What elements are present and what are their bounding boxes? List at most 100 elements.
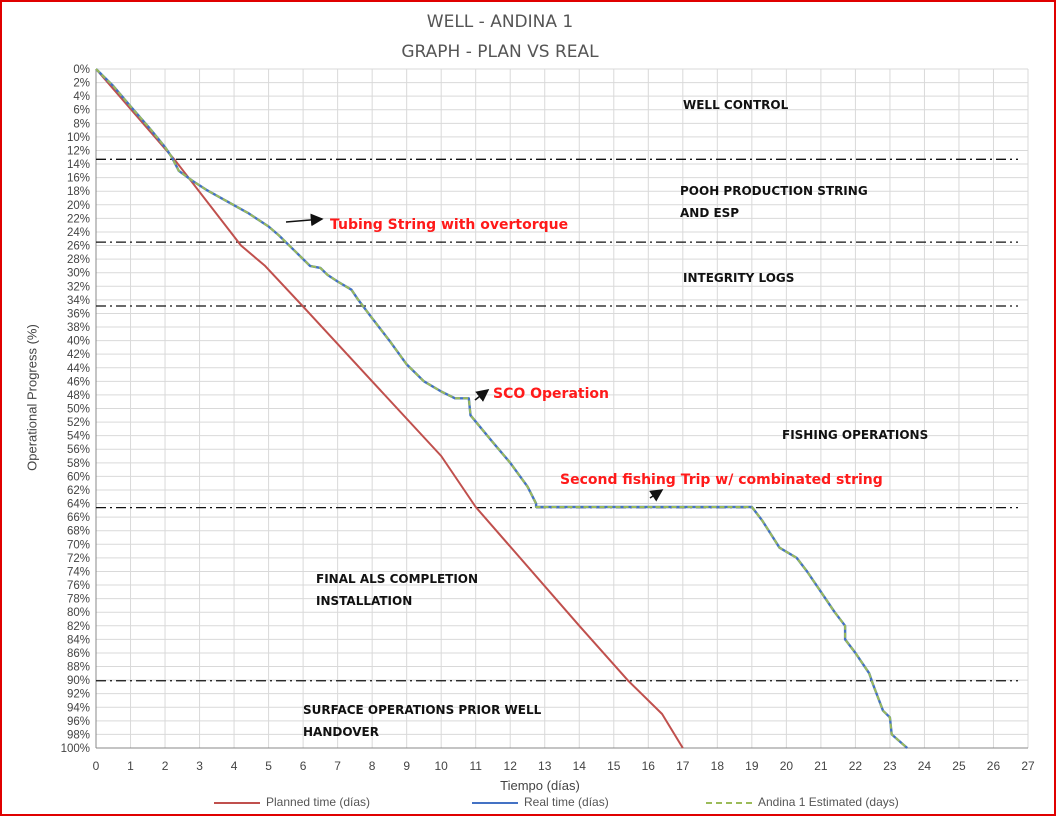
y-tick-label: 8% bbox=[73, 118, 90, 130]
y-tick-label: 38% bbox=[67, 322, 90, 334]
y-tick-label: 86% bbox=[67, 648, 90, 660]
y-tick-label: 0% bbox=[73, 64, 90, 76]
y-tick-label: 46% bbox=[67, 376, 90, 388]
legend-item-estimated: Andina 1 Estimated (days) bbox=[706, 795, 899, 809]
y-tick-label: 60% bbox=[67, 471, 90, 483]
zone-label-pooh: POOH PRODUCTION STRING AND ESP bbox=[680, 180, 868, 224]
y-tick-label: 14% bbox=[67, 159, 90, 171]
x-tick-label: 10 bbox=[435, 759, 449, 773]
y-tick-label: 42% bbox=[67, 349, 90, 361]
annotation-tubing-overtorque: Tubing String with overtorque bbox=[330, 217, 569, 233]
zone-label-line: INSTALLATION bbox=[316, 594, 413, 608]
y-tick-label: 34% bbox=[67, 295, 90, 307]
series-line-estimated bbox=[95, 68, 908, 749]
y-tick-label: 32% bbox=[67, 281, 90, 293]
y-tick-label: 64% bbox=[67, 499, 90, 511]
zone-label-line: HANDOVER bbox=[303, 725, 379, 739]
y-tick-label: 40% bbox=[67, 336, 90, 348]
x-tick-label: 12 bbox=[504, 759, 518, 773]
annotation-sco-operation: SCO Operation bbox=[493, 386, 609, 402]
legend-swatch-planned bbox=[214, 801, 260, 804]
x-tick-label: 9 bbox=[403, 759, 410, 773]
y-tick-label: 96% bbox=[67, 716, 90, 728]
y-tick-label: 24% bbox=[67, 227, 90, 239]
y-tick-label: 16% bbox=[67, 173, 90, 185]
y-tick-label: 4% bbox=[73, 91, 90, 103]
zone-label-line: AND ESP bbox=[680, 206, 740, 220]
y-tick-label: 28% bbox=[67, 254, 90, 266]
x-tick-label: 2 bbox=[162, 759, 169, 773]
y-tick-label: 30% bbox=[67, 268, 90, 280]
y-tick-label: 98% bbox=[67, 729, 90, 741]
legend-item-real: Real time (días) bbox=[472, 795, 609, 809]
x-tick-label: 22 bbox=[849, 759, 863, 773]
y-tick-label: 36% bbox=[67, 308, 90, 320]
legend-swatch-estimated bbox=[706, 801, 752, 804]
y-tick-label: 80% bbox=[67, 607, 90, 619]
zone-label-final-als: FINAL ALS COMPLETION INSTALLATION bbox=[316, 568, 478, 612]
x-tick-label: 16 bbox=[642, 759, 656, 773]
y-tick-label: 22% bbox=[67, 213, 90, 225]
x-tick-label: 6 bbox=[300, 759, 307, 773]
x-tick-label: 5 bbox=[265, 759, 272, 773]
legend-swatch-real bbox=[472, 801, 518, 804]
legend-label-planned: Planned time (días) bbox=[266, 795, 371, 809]
series-line-planned bbox=[95, 68, 684, 749]
y-tick-label: 48% bbox=[67, 390, 90, 402]
x-tick-label: 15 bbox=[607, 759, 621, 773]
y-tick-label: 74% bbox=[67, 566, 90, 578]
zone-label-surface-ops: SURFACE OPERATIONS PRIOR WELL HANDOVER bbox=[303, 699, 541, 743]
x-tick-label: 25 bbox=[952, 759, 966, 773]
y-tick-label: 54% bbox=[67, 431, 90, 443]
y-tick-label: 12% bbox=[67, 145, 90, 157]
y-tick-label: 52% bbox=[67, 417, 90, 429]
y-tick-label: 82% bbox=[67, 621, 90, 633]
x-tick-label: 19 bbox=[745, 759, 759, 773]
zone-label-well-control: WELL CONTROL bbox=[683, 94, 788, 116]
x-tick-label: 7 bbox=[334, 759, 341, 773]
y-tick-label: 90% bbox=[67, 675, 90, 687]
y-tick-label: 26% bbox=[67, 241, 90, 253]
x-tick-label: 26 bbox=[987, 759, 1001, 773]
y-tick-label: 72% bbox=[67, 553, 90, 565]
y-tick-label: 88% bbox=[67, 662, 90, 674]
y-tick-label: 58% bbox=[67, 458, 90, 470]
annotation-second-fishing-trip: Second fishing Trip w/ combinated string bbox=[560, 472, 883, 488]
annotation-arrow bbox=[285, 213, 324, 227]
x-tick-label: 23 bbox=[883, 759, 897, 773]
x-tick-label: 4 bbox=[231, 759, 238, 773]
x-tick-label: 17 bbox=[676, 759, 690, 773]
y-tick-label: 10% bbox=[67, 132, 90, 144]
zone-label-fishing: FISHING OPERATIONS bbox=[782, 424, 928, 446]
zone-label-line: WELL CONTROL bbox=[683, 98, 789, 112]
y-tick-label: 92% bbox=[67, 689, 90, 701]
y-tick-label: 50% bbox=[67, 404, 90, 416]
y-tick-label: 78% bbox=[67, 594, 90, 606]
x-tick-label: 20 bbox=[780, 759, 794, 773]
y-tick-label: 94% bbox=[67, 702, 90, 714]
chart-subtitle: GRAPH - PLAN VS REAL bbox=[401, 42, 599, 62]
y-tick-label: 62% bbox=[67, 485, 90, 497]
legend-label-real: Real time (días) bbox=[524, 795, 609, 809]
y-tick-label: 70% bbox=[67, 539, 90, 551]
y-tick-label: 44% bbox=[67, 363, 90, 375]
x-tick-label: 18 bbox=[711, 759, 725, 773]
x-axis-label: Tiempo (días) bbox=[500, 778, 580, 793]
y-tick-label: 2% bbox=[73, 78, 90, 90]
annotation-arrow bbox=[649, 489, 664, 502]
y-tick-label: 68% bbox=[67, 526, 90, 538]
zone-label-line: FISHING OPERATIONS bbox=[782, 428, 929, 442]
legend-label-estimated: Andina 1 Estimated (days) bbox=[758, 795, 899, 809]
y-axis-label: Operational Progress (%) bbox=[24, 324, 40, 471]
zone-label-line: FINAL ALS COMPLETION bbox=[316, 572, 479, 586]
y-tick-label: 18% bbox=[67, 186, 90, 198]
x-tick-label: 24 bbox=[918, 759, 932, 773]
y-tick-label: 20% bbox=[67, 200, 90, 212]
zone-label-line: POOH PRODUCTION STRING bbox=[680, 184, 868, 198]
y-tick-label: 100% bbox=[61, 743, 90, 755]
x-tick-label: 13 bbox=[538, 759, 552, 773]
annotation-arrow bbox=[474, 389, 490, 402]
x-tick-label: 0 bbox=[93, 759, 100, 773]
